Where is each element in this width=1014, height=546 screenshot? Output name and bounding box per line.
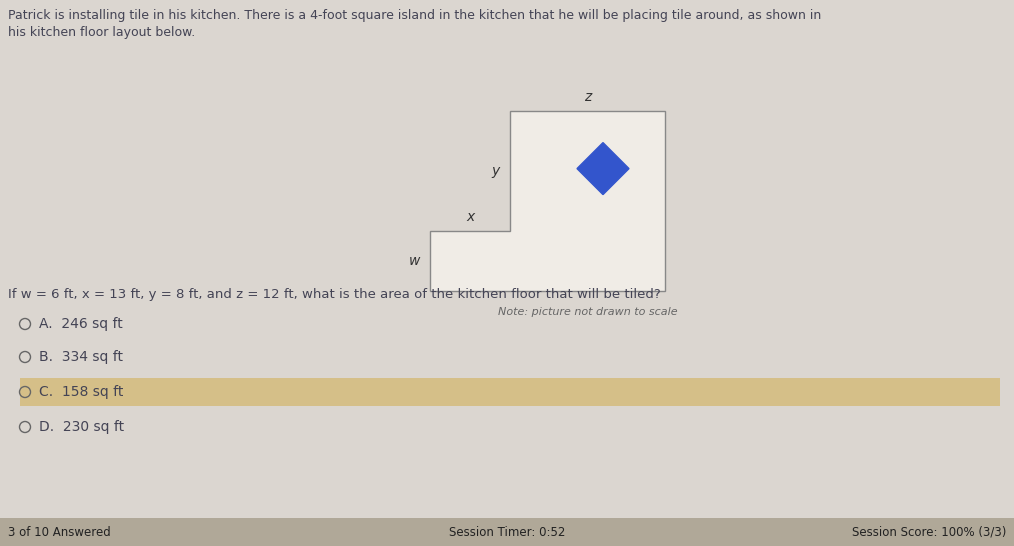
Text: z: z bbox=[584, 90, 591, 104]
Text: Session Score: 100% (3/3): Session Score: 100% (3/3) bbox=[852, 525, 1006, 538]
Text: C.  158 sq ft: C. 158 sq ft bbox=[39, 385, 124, 399]
Text: 3 of 10 Answered: 3 of 10 Answered bbox=[8, 525, 111, 538]
Text: his kitchen floor layout below.: his kitchen floor layout below. bbox=[8, 26, 196, 39]
Bar bbox=[0, 518, 1014, 546]
Text: A.  246 sq ft: A. 246 sq ft bbox=[39, 317, 123, 331]
Text: y: y bbox=[492, 164, 500, 178]
Text: Note: picture not drawn to scale: Note: picture not drawn to scale bbox=[498, 307, 677, 317]
Text: D.  230 sq ft: D. 230 sq ft bbox=[39, 420, 124, 434]
Text: Session Timer: 0:52: Session Timer: 0:52 bbox=[449, 525, 565, 538]
Text: B.  334 sq ft: B. 334 sq ft bbox=[39, 350, 123, 364]
Text: Patrick is installing tile in his kitchen. There is a 4-foot square island in th: Patrick is installing tile in his kitche… bbox=[8, 9, 821, 22]
Polygon shape bbox=[577, 143, 629, 194]
Text: w: w bbox=[409, 254, 420, 268]
Polygon shape bbox=[430, 111, 665, 291]
Text: x: x bbox=[465, 210, 475, 224]
Bar bbox=[20, 378, 1000, 406]
Text: If w = 6 ft, x = 13 ft, y = 8 ft, and z = 12 ft, what is the area of the kitchen: If w = 6 ft, x = 13 ft, y = 8 ft, and z … bbox=[8, 288, 661, 301]
